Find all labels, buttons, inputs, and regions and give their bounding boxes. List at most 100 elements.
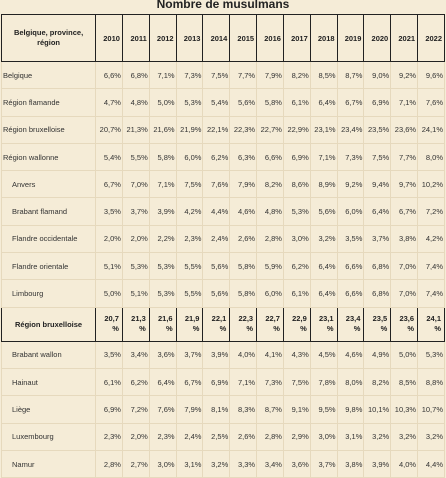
table-cell: 5,5% xyxy=(121,142,150,172)
table-cell: 8,0% xyxy=(336,367,365,397)
table-cell: 4,5% xyxy=(309,340,338,369)
table-cell: 7,5% xyxy=(175,170,204,199)
table-cell: 8,8% xyxy=(417,367,445,397)
table-cell: 4,8% xyxy=(256,197,284,226)
table-row: Hainaut 6,1% 6,2% 6,4% 6,7% 6,9% 7,1% 7,3% 7,5% 7… xyxy=(0,367,445,397)
row-label: Région wallonne xyxy=(0,142,97,172)
table-cell: 6,6% xyxy=(336,252,365,281)
table-cell: 8,9% xyxy=(309,170,338,199)
table-cell: 8,1% xyxy=(202,395,231,424)
table-cell: 7,6% xyxy=(202,170,231,199)
table-cell: 3,3% xyxy=(229,449,258,478)
table-cell: 7,7% xyxy=(390,142,419,172)
table-cell: 4,9% xyxy=(363,340,392,369)
table-cell: 7,1% xyxy=(229,367,258,397)
table-cell: 23,5% xyxy=(363,115,392,144)
table-cell: 6,8% xyxy=(363,252,392,281)
table-cell: 6,1% xyxy=(282,88,311,117)
row-label: Flandre occidentale xyxy=(0,224,97,254)
table-cell: 2,4% xyxy=(175,422,204,451)
table-cell: 6,4% xyxy=(363,197,392,226)
table-cell: 7,4% xyxy=(417,252,445,281)
row-label: Luxembourg xyxy=(0,422,97,451)
table-cell: 4,7% xyxy=(95,88,123,117)
table-cell: 6,0% xyxy=(175,142,204,172)
table-cell: 5,6% xyxy=(202,279,231,308)
table-cell: 10,2% xyxy=(417,170,445,199)
table-cell: 5,0% xyxy=(95,279,123,308)
table-cell: 5,6% xyxy=(202,252,231,281)
table-cell: 2,5% xyxy=(202,422,231,451)
table-cell: 8,2% xyxy=(363,367,392,397)
table-cell: 3,1% xyxy=(336,422,365,451)
table-cell: 2,8% xyxy=(256,422,284,451)
table-cell: 6,7% xyxy=(175,367,204,397)
table-row: Luxembourg 2,3% 2,0% 2,3% 2,4% 2,5% 2,6% 2,8% 2,… xyxy=(0,422,445,451)
table-cell: 4,6% xyxy=(229,197,258,226)
header-year: 2012 xyxy=(148,14,177,62)
table-cell: 3,4% xyxy=(121,340,150,369)
table-cell: 6,7% xyxy=(336,88,365,117)
table-cell: 4,4% xyxy=(417,449,445,478)
row-label: Flandre orientale xyxy=(0,252,97,281)
table-cell: 5,1% xyxy=(121,279,150,308)
subheader-value: 23,5 % xyxy=(363,306,392,342)
table-cell: 6,0% xyxy=(336,197,365,226)
table-cell: 10,1% xyxy=(363,395,392,424)
table-cell: 4,8% xyxy=(121,88,150,117)
table-cell: 3,7% xyxy=(121,197,150,226)
subheader-value: 22,1 % xyxy=(202,306,231,342)
row-label: Région flamande xyxy=(0,88,97,117)
table-cell: 2,8% xyxy=(256,224,284,254)
table-header-row: Belgique, province, région 2010 2011 2012 2… xyxy=(0,14,445,62)
table-cell: 7,0% xyxy=(390,252,419,281)
table-cell: 5,0% xyxy=(148,88,177,117)
table-cell: 6,1% xyxy=(95,367,123,397)
table-cell: 9,8% xyxy=(336,395,365,424)
subheader-value: 22,7 % xyxy=(256,306,284,342)
table-cell: 5,8% xyxy=(229,279,258,308)
table-cell: 5,3% xyxy=(282,197,311,226)
table-cell: 2,8% xyxy=(95,449,123,478)
table-cell: 5,3% xyxy=(148,252,177,281)
row-label: Région bruxelloise xyxy=(0,115,97,144)
table-cell: 9,4% xyxy=(363,170,392,199)
subheader-value: 22,3 % xyxy=(229,306,258,342)
table-cell: 4,0% xyxy=(229,340,258,369)
table-row: Anvers 6,7% 7,0% 7,1% 7,5% 7,6% 7,9% 8,2% 8,6% 8,… xyxy=(0,170,445,199)
subheader-row: Région bruxelloise 20,7 % 21,3 % 21,6 % 21,9… xyxy=(0,306,445,342)
table-cell: 9,2% xyxy=(390,60,419,90)
table-cell: 4,1% xyxy=(256,340,284,369)
table-cell: 10,3% xyxy=(390,395,419,424)
table-cell: 6,2% xyxy=(282,252,311,281)
header-year: 2018 xyxy=(309,14,338,62)
table-cell: 7,1% xyxy=(309,142,338,172)
table-cell: 2,9% xyxy=(282,422,311,451)
table-cell: 22,7% xyxy=(256,115,284,144)
table-cell: 4,2% xyxy=(417,224,445,254)
table-cell: 3,9% xyxy=(148,197,177,226)
table-cell: 4,0% xyxy=(390,449,419,478)
table-cell: 5,4% xyxy=(202,88,231,117)
table-cell: 5,3% xyxy=(148,279,177,308)
table-cell: 4,6% xyxy=(336,340,365,369)
row-label: Brabant wallon xyxy=(0,340,97,369)
row-label: Anvers xyxy=(0,170,97,199)
table-cell: 3,1% xyxy=(175,449,204,478)
table-cell: 2,0% xyxy=(121,422,150,451)
table-cell: 6,4% xyxy=(309,88,338,117)
table-cell: 5,6% xyxy=(309,197,338,226)
table-cell: 5,8% xyxy=(148,142,177,172)
table-cell: 6,6% xyxy=(95,60,123,90)
table-cell: 4,2% xyxy=(175,197,204,226)
table-cell: 9,7% xyxy=(390,170,419,199)
header-year: 2022 xyxy=(417,14,445,62)
table-cell: 3,0% xyxy=(148,449,177,478)
table-cell: 3,4% xyxy=(256,449,284,478)
header-year: 2010 xyxy=(95,14,123,62)
table-cell: 2,7% xyxy=(121,449,150,478)
table-cell: 5,9% xyxy=(256,252,284,281)
table-cell: 3,0% xyxy=(309,422,338,451)
table-cell: 7,5% xyxy=(282,367,311,397)
